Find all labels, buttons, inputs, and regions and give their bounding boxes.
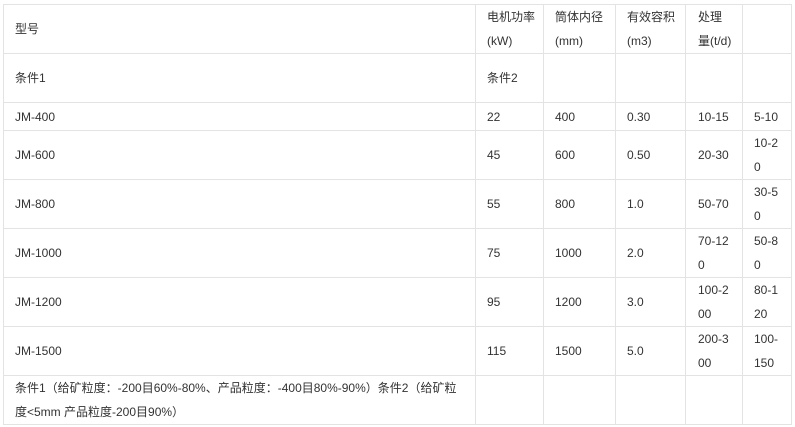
- cell-diameter: 1200: [543, 277, 616, 327]
- empty-cell: [685, 375, 743, 425]
- cell-capacity-2: 100-150: [742, 326, 792, 376]
- empty-cell: [615, 375, 686, 425]
- cell-capacity-2: 10-20: [742, 130, 792, 180]
- cell-capacity-1: 20-30: [685, 130, 743, 180]
- cell-capacity-1: 70-120: [685, 228, 743, 278]
- empty-cell: [742, 375, 792, 425]
- condition-cell: [615, 53, 686, 103]
- cell-diameter: 1000: [543, 228, 616, 278]
- cell-volume: 1.0: [615, 179, 686, 229]
- cell-capacity-2: 80-120: [742, 277, 792, 327]
- cell-capacity-1: 100-200: [685, 277, 743, 327]
- table-row: JM-1200 95 1200 3.0 100-200 80-120: [3, 277, 792, 327]
- condition-cell: [685, 53, 743, 103]
- header-capacity: 处理量(t/d): [685, 4, 743, 54]
- table-row: JM-400 22 400 0.30 10-15 5-10: [3, 102, 792, 131]
- cell-diameter: 800: [543, 179, 616, 229]
- cell-capacity-1: 200-300: [685, 326, 743, 376]
- cell-model: JM-1200: [3, 277, 476, 327]
- table-row: JM-800 55 800 1.0 50-70 30-50: [3, 179, 792, 229]
- header-row: 型号 电机功率(kW) 筒体内径(mm) 有效容积(m3) 处理量(t/d): [3, 4, 792, 54]
- cell-power: 75: [475, 228, 544, 278]
- cell-model: JM-800: [3, 179, 476, 229]
- cell-capacity-2: 50-80: [742, 228, 792, 278]
- specs-table: 型号 电机功率(kW) 筒体内径(mm) 有效容积(m3) 处理量(t/d) 条…: [3, 4, 792, 425]
- table-row: JM-600 45 600 0.50 20-30 10-20: [3, 130, 792, 180]
- condition-1-label: 条件1: [3, 53, 476, 103]
- header-empty: [742, 4, 792, 54]
- cell-power: 115: [475, 326, 544, 376]
- cell-volume: 0.30: [615, 102, 686, 131]
- header-volume: 有效容积(m3): [615, 4, 686, 54]
- cell-capacity-2: 30-50: [742, 179, 792, 229]
- cell-volume: 2.0: [615, 228, 686, 278]
- cell-power: 45: [475, 130, 544, 180]
- cell-capacity-2: 5-10: [742, 102, 792, 131]
- empty-cell: [475, 375, 544, 425]
- cell-capacity-1: 50-70: [685, 179, 743, 229]
- cell-model: JM-1000: [3, 228, 476, 278]
- cell-model: JM-600: [3, 130, 476, 180]
- table-row: JM-1000 75 1000 2.0 70-120 50-80: [3, 228, 792, 278]
- condition-cell: [543, 53, 616, 103]
- cell-power: 22: [475, 102, 544, 131]
- cell-volume: 5.0: [615, 326, 686, 376]
- condition-2-label: 条件2: [475, 53, 544, 103]
- table-row: JM-1500 115 1500 5.0 200-300 100-150: [3, 326, 792, 376]
- cell-diameter: 600: [543, 130, 616, 180]
- cell-model: JM-400: [3, 102, 476, 131]
- cell-diameter: 1500: [543, 326, 616, 376]
- cell-model: JM-1500: [3, 326, 476, 376]
- header-power: 电机功率(kW): [475, 4, 544, 54]
- header-model: 型号: [3, 4, 476, 54]
- cell-volume: 0.50: [615, 130, 686, 180]
- footnote: 条件1（给矿粒度：-200目60%-80%、产品粒度：-400目80%-90%）…: [3, 375, 476, 425]
- cell-capacity-1: 10-15: [685, 102, 743, 131]
- empty-cell: [543, 375, 616, 425]
- header-diameter: 筒体内径(mm): [543, 4, 616, 54]
- condition-row: 条件1 条件2: [3, 53, 792, 103]
- footnote-row: 条件1（给矿粒度：-200目60%-80%、产品粒度：-400目80%-90%）…: [3, 375, 792, 425]
- cell-volume: 3.0: [615, 277, 686, 327]
- cell-diameter: 400: [543, 102, 616, 131]
- cell-power: 95: [475, 277, 544, 327]
- condition-cell: [742, 53, 792, 103]
- cell-power: 55: [475, 179, 544, 229]
